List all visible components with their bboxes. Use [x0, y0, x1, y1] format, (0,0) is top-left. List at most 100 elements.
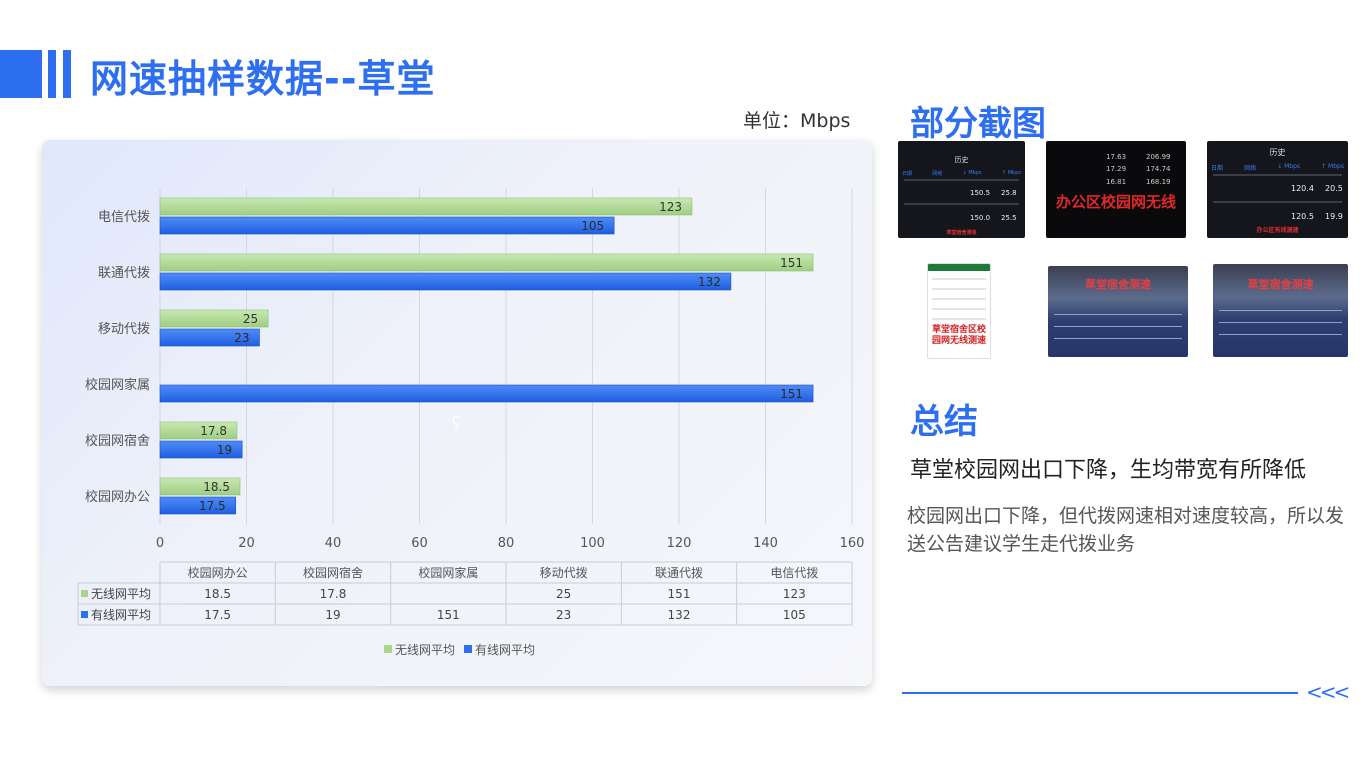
bar-value-label: 18.5	[203, 480, 230, 494]
x-tick-label: 80	[498, 536, 515, 551]
x-tick-label: 0	[156, 536, 164, 551]
bar-value-label: 151	[780, 256, 803, 270]
bar-value-label: 151	[780, 387, 803, 401]
thumb-down-2: 150.0	[970, 214, 991, 222]
table-header-cell: 校园网家属	[418, 565, 478, 580]
table-cell: 25	[556, 587, 571, 601]
y-category-label: 移动代拨	[98, 322, 150, 337]
thumb-up-2: 19.9	[1325, 212, 1343, 221]
table-cell: 123	[783, 587, 806, 601]
thumb-value: 17.63	[1106, 153, 1127, 161]
table-cell: 17.5	[204, 608, 231, 622]
thumb-header: 历史	[1269, 148, 1286, 157]
thumb-caption: 草堂宿舍测速	[1085, 278, 1151, 291]
screenshot-thumb-photo-1[interactable]: 草堂宿舍测速	[1048, 266, 1188, 357]
y-category-label: 电信代拨	[98, 210, 150, 225]
bar-wired	[159, 440, 243, 459]
bar-chart: 0 20 40 60 80 100 120 140 160 电信代拨 123 105 联通代拨 151 13…	[77, 188, 865, 657]
bar-wired	[159, 496, 236, 515]
table-cell: 17.8	[320, 587, 347, 601]
thumb-value: 16.81	[1106, 178, 1127, 186]
legend-label: 有线网平均	[475, 643, 535, 657]
table-header-cell: 联通代拨	[655, 566, 703, 580]
screenshots-heading: 部分截图	[910, 104, 1046, 144]
y-category-label: 校园网家属	[85, 377, 150, 393]
table-cell: 132	[668, 608, 691, 622]
thumb-up-1: 25.8	[1001, 189, 1017, 197]
bar-wireless	[159, 197, 693, 216]
thumb-caption: 草堂宿舍测速	[946, 230, 977, 236]
bar-value-label: 123	[659, 200, 682, 214]
legend-key	[464, 645, 472, 653]
bar-wired	[159, 216, 615, 235]
screenshot-thumb-history-dorm[interactable]: 历史 日期 网络 ↓ Mbps ↑ Mbps 120.4 20.5 120.5 19.…	[1207, 141, 1348, 238]
table-cell: 151	[437, 608, 460, 622]
footer-divider	[902, 692, 1298, 694]
table-header-cell: 校园网办公	[188, 565, 248, 580]
bar-value-label: 25	[243, 312, 258, 326]
thumb-caption: 办公区校园网无线	[1055, 193, 1176, 211]
screenshot-thumb-office-wireless[interactable]: 17.63 206.99 17.29 174.74 16.81 168.19 办…	[1046, 141, 1186, 238]
table-cell: 23	[556, 608, 571, 622]
bar-wireless	[159, 309, 269, 328]
thumb-down-2: 120.5	[1291, 212, 1314, 221]
thumb-cols: 日期 网络 ↓ Mbps ↑ Mbps	[1211, 163, 1344, 172]
thumb-down-1: 120.4	[1291, 184, 1314, 193]
thumb-value: 206.99	[1146, 153, 1171, 161]
table-header-cell: 电信代拨	[770, 566, 818, 580]
table-row-label: 无线网平均	[91, 587, 151, 601]
table-header-cell: 移动代拨	[540, 566, 588, 580]
thumb-caption: 草堂宿舍测速	[1247, 278, 1314, 291]
thumb-up-2: 25.5	[1001, 214, 1017, 222]
thumb-caption: 草堂宿舍区校园网无线测速	[931, 325, 986, 346]
bar-wired	[159, 272, 732, 291]
bar-value-label: 105	[581, 219, 604, 233]
x-tick-label: 160	[840, 536, 865, 551]
chart-card: 0 20 40 60 80 100 120 140 160 电信代拨 123 105 联通代拨 151 13…	[42, 140, 872, 686]
bar-wireless	[159, 253, 814, 272]
table-cell: 151	[668, 587, 691, 601]
bar-wireless	[159, 477, 241, 496]
thumb-caption: 办公区有线测速	[1256, 227, 1299, 234]
x-tick-label: 100	[580, 536, 605, 551]
x-tick-label: 120	[667, 536, 692, 551]
bar-value-label: 23	[234, 331, 249, 345]
bar-wired	[159, 328, 260, 347]
legend-key	[384, 645, 392, 653]
bar-wired	[159, 384, 814, 403]
thumb-value: 17.29	[1106, 165, 1127, 173]
table-cell: 18.5	[204, 587, 231, 601]
thumb-value: 174.74	[1146, 165, 1171, 173]
bar-value-label: 17.5	[199, 499, 226, 513]
y-category-label: 校园网办公	[85, 489, 150, 505]
bar-wireless	[159, 421, 238, 440]
summary-title: 草堂校园网出口下降，生均带宽有所降低	[910, 458, 1307, 483]
screenshot-thumb-dorm-wireless[interactable]: 草堂宿舍区校园网无线测速	[927, 263, 991, 359]
unit-label: 单位：Mbps	[743, 110, 851, 132]
table-legend-key	[81, 590, 88, 597]
table-cell: 19	[325, 608, 340, 622]
thumb-cols: 日期 网络 ↓ Mbps ↑ Mbps	[902, 170, 1021, 177]
summary-body: 校园网出口下降，但代拨网速相对速度较高，所以发送公告建议学生走代拨业务	[907, 505, 1345, 555]
y-category-label: 联通代拨	[98, 266, 150, 281]
screenshot-thumb-history-wifi[interactable]: 历史 日期 网络 ↓ Mbps ↑ Mbps 150.5 25.8 150.0 25.…	[898, 141, 1025, 238]
thumb-header: 历史	[954, 156, 969, 164]
summary-heading: 总结	[910, 402, 978, 442]
bar-value-label: 132	[698, 275, 721, 289]
x-tick-label: 40	[325, 536, 342, 551]
table-cell: 105	[783, 608, 806, 622]
bar-value-label: 19	[217, 443, 232, 457]
stray-glyph: ç	[452, 410, 461, 429]
thumb-value: 168.19	[1146, 178, 1171, 186]
table-row-label: 有线网平均	[91, 608, 151, 622]
table-header-cell: 校园网宿舍	[303, 565, 363, 580]
thumb-up-1: 20.5	[1325, 184, 1343, 193]
screenshot-thumb-photo-2[interactable]: 草堂宿舍测速	[1213, 264, 1348, 357]
y-category-label: 校园网宿舍	[85, 433, 150, 449]
legend-label: 无线网平均	[395, 643, 455, 657]
x-tick-label: 140	[753, 536, 778, 551]
x-tick-label: 60	[411, 536, 428, 551]
table-legend-key	[81, 611, 88, 618]
thumb-down-1: 150.5	[970, 189, 991, 197]
footer-arrows: <<<	[1306, 680, 1350, 704]
